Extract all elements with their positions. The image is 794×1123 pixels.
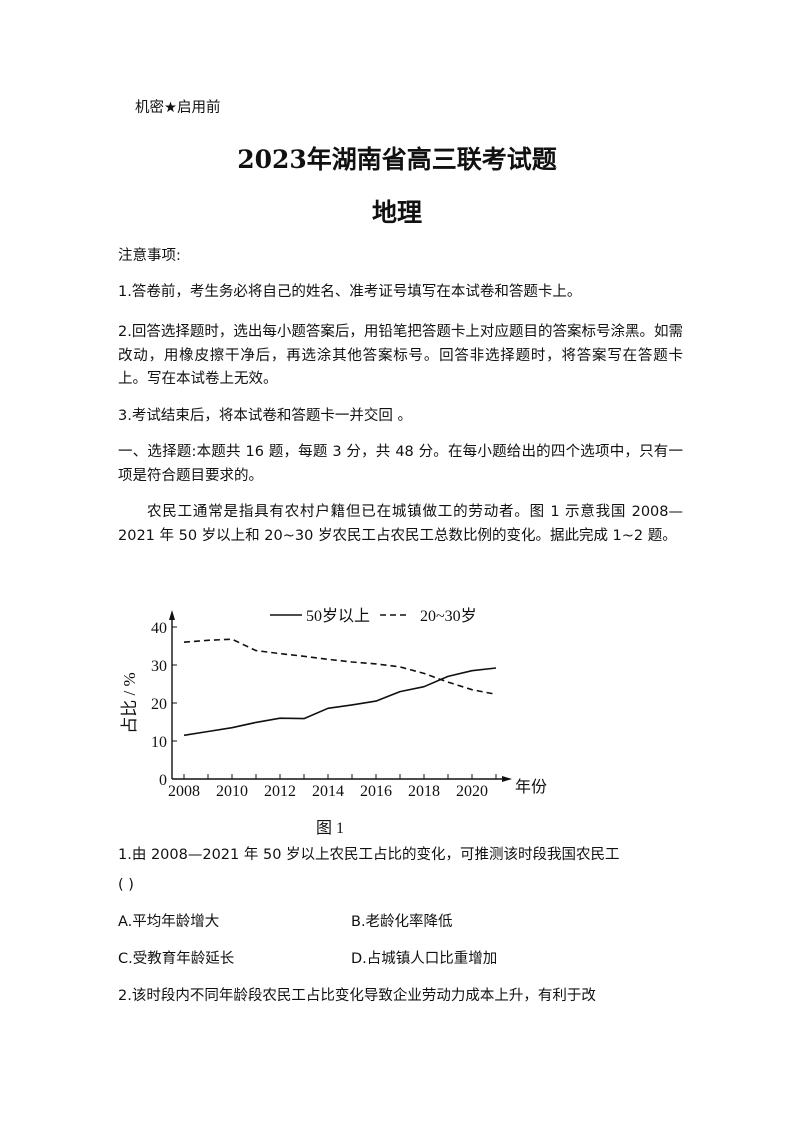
notes-heading: 注意事项: <box>118 248 181 264</box>
series-line-20-30 <box>183 638 497 696</box>
question-1-stem: 1.由 2008—2021 年 50 岁以上农民工占比的变化，可推测该时段我国农… <box>118 847 620 863</box>
question-1-blank: ( ) <box>118 877 134 893</box>
x-tick-label: 2010 <box>216 783 248 800</box>
line-chart: 0 10 20 30 40 2008 2010 2012 2014 2016 2018 2020 年份 占… <box>120 607 547 837</box>
question-2-stem: 2.该时段内不同年龄段农民工占比变化导致企业劳动力成本上升，有利于改 <box>118 988 596 1004</box>
material-text: 农民工通常是指具有农村户籍但已在城镇做工的劳动者。图 1 示意我国 2008— … <box>118 504 683 544</box>
x-axis-label: 年份 <box>515 778 547 796</box>
note-item-1: 1.答卷前，考生务必将自己的姓名、准考证号填写在本试卷和答题卡上。 <box>118 284 582 300</box>
section-intro: 一、选择题:本题共 16 题，每题 3 分，共 48 分。在每小题给出的四个选项… <box>118 444 683 484</box>
legend-label: 20~30岁 <box>420 607 477 625</box>
y-axis-label: 占比 / % <box>120 672 139 733</box>
option-d: D.占城镇人口比重增加 <box>351 951 498 967</box>
x-tick-label: 2012 <box>264 783 296 800</box>
x-tick-label: 2014 <box>312 783 344 800</box>
exam-title: 2023年湖南省高三联考试题 <box>237 145 557 174</box>
y-axis-arrow-icon <box>169 610 175 620</box>
x-axis-arrow-icon <box>502 776 512 782</box>
confidential-label: 机密★启用前 <box>135 100 221 116</box>
subject-title: 地理 <box>371 198 422 227</box>
y-tick-label: 30 <box>151 658 167 675</box>
option-b: B.老龄化率降低 <box>351 914 453 930</box>
legend-label: 50岁以上 <box>306 607 370 625</box>
y-tick-label: 40 <box>151 620 167 637</box>
x-tick-label: 2020 <box>456 783 488 800</box>
figure-caption: 图 1 <box>316 820 344 837</box>
option-a: A.平均年龄增大 <box>118 914 220 930</box>
x-tick-label: 2018 <box>408 783 440 800</box>
note-item-3: 3.考试结束后，将本试卷和答题卡一并交回 。 <box>118 408 412 424</box>
option-c: C.受教育年龄延长 <box>118 951 235 967</box>
y-tick-label: 20 <box>151 696 167 713</box>
series-line-50-plus <box>183 667 497 737</box>
y-tick-label: 0 <box>159 772 167 789</box>
note-item-2: 2.回答选择题时，选出每小题答案后，用铅笔把答题卡上对应题目的答案标号涂黑。如需… <box>118 324 683 387</box>
y-tick-label: 10 <box>151 734 167 751</box>
x-tick-label: 2008 <box>168 783 200 800</box>
x-tick-label: 2016 <box>360 783 392 800</box>
